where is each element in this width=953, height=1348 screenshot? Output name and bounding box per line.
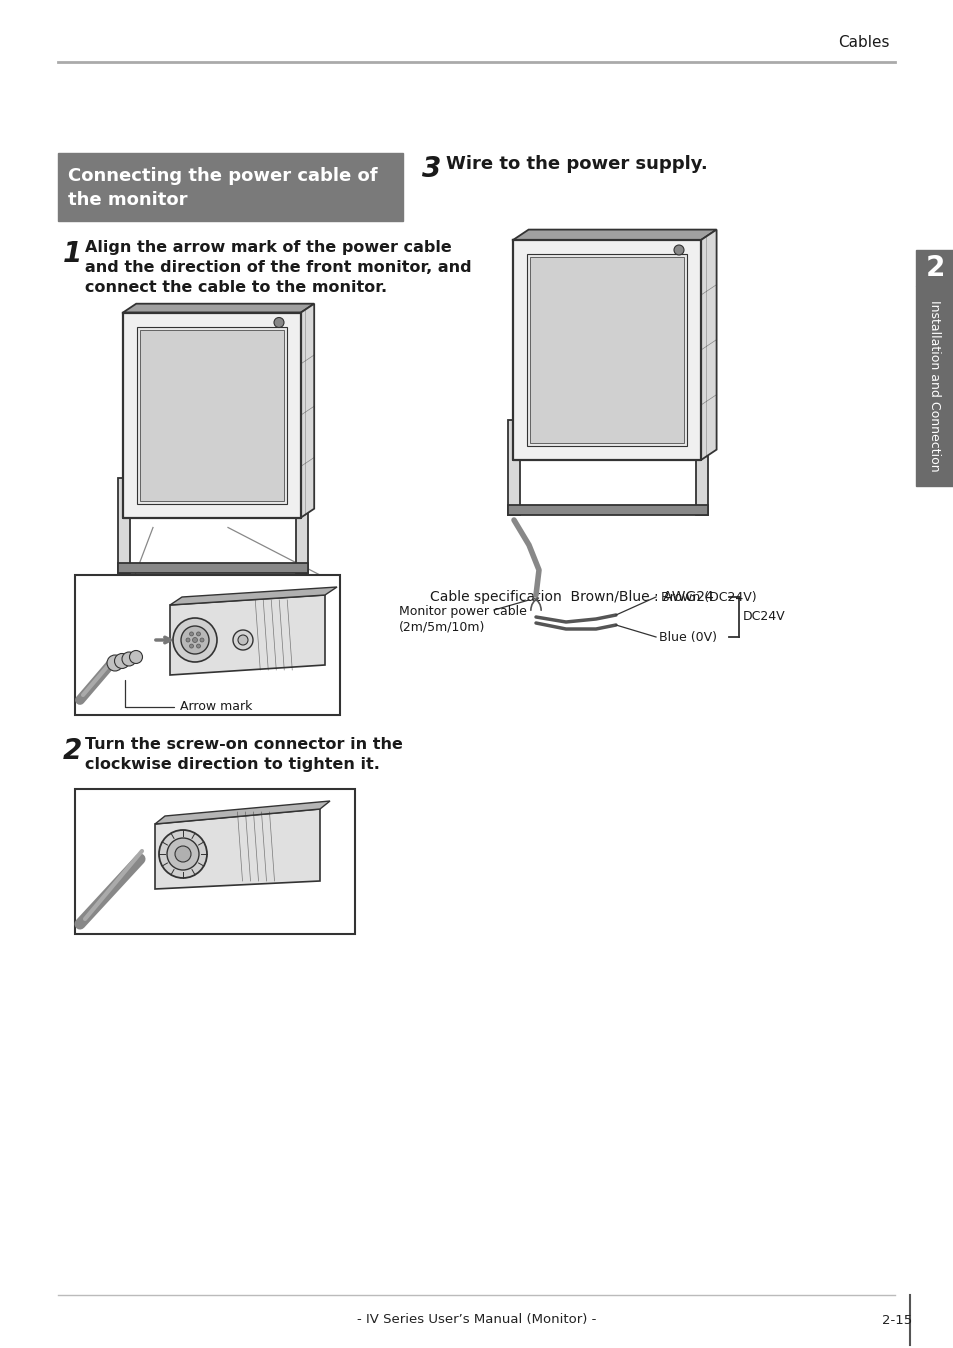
Circle shape: [193, 638, 197, 643]
Circle shape: [190, 632, 193, 636]
Text: Cables: Cables: [838, 35, 889, 50]
Text: the monitor: the monitor: [68, 191, 188, 209]
Polygon shape: [513, 229, 716, 240]
Polygon shape: [154, 809, 319, 888]
Text: 2: 2: [924, 253, 943, 282]
Bar: [915, 286, 953, 487]
Polygon shape: [118, 562, 308, 573]
Text: connect the cable to the monitor.: connect the cable to the monitor.: [85, 280, 387, 295]
Polygon shape: [301, 303, 314, 518]
Circle shape: [233, 630, 253, 650]
Circle shape: [130, 651, 142, 663]
Polygon shape: [507, 506, 707, 515]
Polygon shape: [154, 801, 330, 824]
Bar: [58, 154, 402, 221]
Text: Cable specification  Brown/Blue : AWG24: Cable specification Brown/Blue : AWG24: [430, 590, 713, 604]
Polygon shape: [526, 253, 686, 446]
Circle shape: [237, 635, 248, 644]
Polygon shape: [118, 477, 130, 573]
Polygon shape: [513, 240, 700, 460]
Text: Align the arrow mark of the power cable: Align the arrow mark of the power cable: [85, 240, 452, 255]
Text: Connecting the power cable of: Connecting the power cable of: [68, 167, 377, 185]
Circle shape: [196, 644, 200, 648]
Text: Installation and Connection: Installation and Connection: [927, 301, 941, 472]
Circle shape: [673, 245, 683, 255]
Text: 2: 2: [63, 737, 82, 766]
Bar: [915, 249, 953, 286]
Text: Wire to the power supply.: Wire to the power supply.: [446, 155, 707, 173]
Text: Brown (DC24V): Brown (DC24V): [660, 590, 756, 604]
Circle shape: [122, 652, 136, 666]
Text: Turn the screw-on connector in the: Turn the screw-on connector in the: [85, 737, 402, 752]
Text: Blue (0V): Blue (0V): [659, 631, 717, 643]
Text: - IV Series User’s Manual (Monitor) -: - IV Series User’s Manual (Monitor) -: [357, 1313, 596, 1326]
Polygon shape: [700, 229, 716, 460]
Text: 1: 1: [63, 240, 82, 268]
Text: and the direction of the front monitor, and: and the direction of the front monitor, …: [85, 260, 471, 275]
Text: 3: 3: [421, 155, 441, 183]
Circle shape: [200, 638, 204, 642]
Text: DC24V: DC24V: [742, 611, 785, 624]
Text: Monitor power cable
(2m/5m/10m): Monitor power cable (2m/5m/10m): [398, 605, 526, 634]
Circle shape: [190, 644, 193, 648]
Text: 2-15: 2-15: [882, 1313, 911, 1326]
Bar: [75, 576, 339, 714]
Circle shape: [167, 838, 199, 869]
Circle shape: [114, 654, 130, 669]
Polygon shape: [295, 477, 308, 573]
Circle shape: [274, 318, 284, 328]
Polygon shape: [507, 421, 519, 515]
Polygon shape: [696, 421, 707, 515]
Circle shape: [181, 625, 209, 654]
Circle shape: [196, 632, 200, 636]
Polygon shape: [170, 586, 336, 605]
Circle shape: [107, 655, 123, 671]
Polygon shape: [140, 329, 284, 500]
Polygon shape: [530, 257, 683, 443]
Circle shape: [172, 617, 216, 662]
Circle shape: [159, 830, 207, 878]
Polygon shape: [137, 326, 287, 504]
Bar: [75, 789, 355, 934]
Polygon shape: [123, 313, 301, 518]
Text: Arrow mark: Arrow mark: [125, 679, 253, 713]
Text: clockwise direction to tighten it.: clockwise direction to tighten it.: [85, 758, 379, 772]
Circle shape: [186, 638, 190, 642]
Circle shape: [174, 847, 191, 861]
Polygon shape: [123, 303, 314, 313]
Polygon shape: [170, 594, 325, 675]
